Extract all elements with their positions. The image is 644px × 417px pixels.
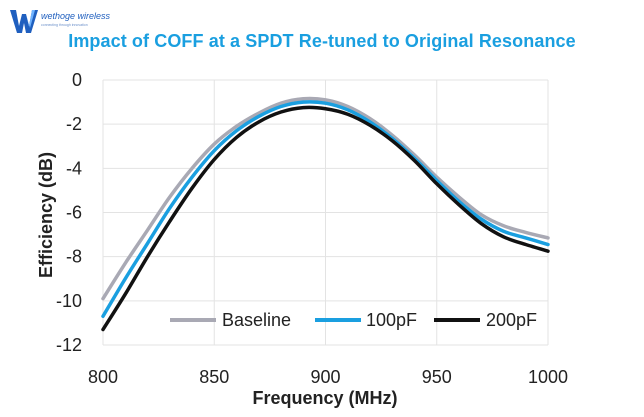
legend-label-200pf: 200pF bbox=[486, 310, 537, 330]
tick-labels: 0 -2 -4 -6 -8 -10 -12 800 850 900 950 1000 bbox=[56, 70, 568, 387]
x-tick-label: 900 bbox=[310, 367, 340, 387]
y-tick-label: -12 bbox=[56, 335, 82, 355]
y-tick-label: -10 bbox=[56, 291, 82, 311]
x-tick-label: 800 bbox=[88, 367, 118, 387]
legend: Baseline 100pF 200pF bbox=[170, 310, 537, 330]
series-line-baseline bbox=[101, 96, 550, 301]
y-tick-label: 0 bbox=[72, 70, 82, 90]
series-line-100pf bbox=[101, 100, 550, 319]
series-lines bbox=[101, 96, 550, 332]
y-tick-label: -8 bbox=[66, 247, 82, 267]
x-axis-title: Frequency (MHz) bbox=[252, 388, 397, 408]
logo-mark-icon bbox=[10, 10, 38, 33]
logo-text: wethoge wireless bbox=[41, 11, 111, 21]
x-tick-label: 1000 bbox=[528, 367, 568, 387]
y-tick-label: -6 bbox=[66, 203, 82, 223]
chart-title: Impact of COFF at a SPDT Re-tuned to Ori… bbox=[68, 31, 576, 51]
series-line-200pf bbox=[101, 105, 550, 332]
y-tick-label: -2 bbox=[66, 114, 82, 134]
legend-label-100pf: 100pF bbox=[366, 310, 417, 330]
logo-tagline: connecting through innovation bbox=[41, 23, 88, 27]
x-tick-label: 950 bbox=[422, 367, 452, 387]
x-tick-label: 850 bbox=[199, 367, 229, 387]
wethoge-logo: wethoge wireless connecting through inno… bbox=[10, 10, 111, 33]
y-axis-title: Efficiency (dB) bbox=[36, 152, 56, 278]
grid-lines bbox=[102, 79, 549, 346]
legend-label-baseline: Baseline bbox=[222, 310, 291, 330]
y-tick-label: -4 bbox=[66, 158, 82, 178]
